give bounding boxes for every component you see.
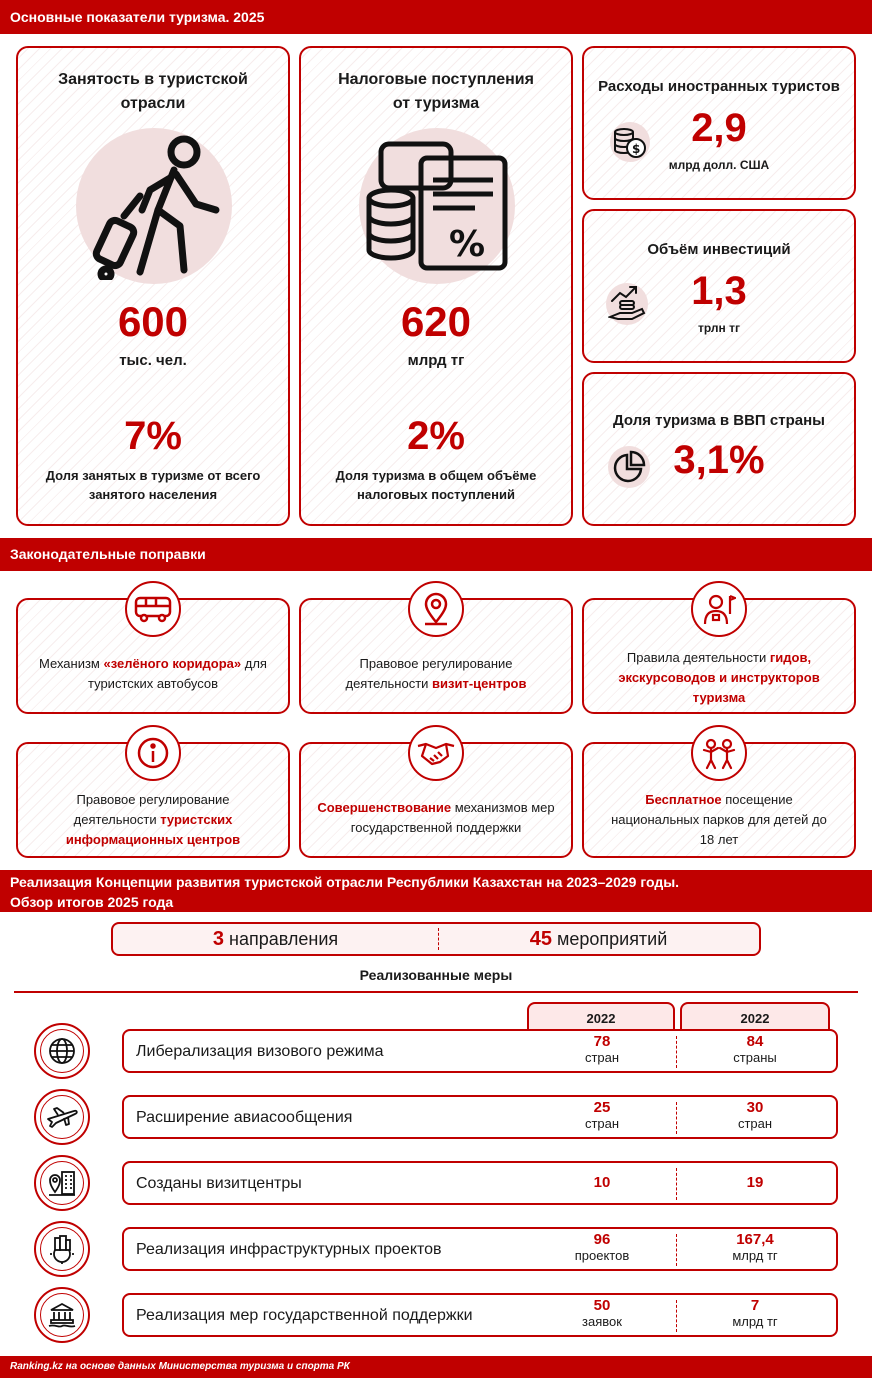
amend-text: Бесплатное посещение национальных парков… xyxy=(611,792,827,847)
government-icon xyxy=(34,1287,90,1343)
measure-value-2: 19 xyxy=(746,1174,764,1191)
measure-box: Либерализация визового режима xyxy=(122,1029,838,1073)
measure-value-1: 96 проектов xyxy=(574,1231,630,1263)
year-header-2: 2022 xyxy=(680,1002,830,1032)
amend-text: Механизм «зелёного коридора» для туристс… xyxy=(39,656,267,691)
directions-summary: 3 направления xyxy=(212,928,339,950)
value-divider xyxy=(676,1300,677,1332)
guide-icon xyxy=(691,581,747,637)
value-divider xyxy=(676,1234,677,1266)
tax-share-desc: Доля туризма в общем объёме налоговых пос… xyxy=(335,468,537,502)
location-pin-icon xyxy=(408,581,464,637)
gdp-share-title: Доля туризма в ВВП страны xyxy=(613,412,825,429)
footer-source: Ranking.kz на основе данных Министерства… xyxy=(0,1356,872,1378)
amend-text: Правовое регулирование деятельности визи… xyxy=(345,656,527,691)
investment-value: 1,3 xyxy=(691,269,747,313)
handshake-icon xyxy=(408,725,464,781)
year-header-1: 2022 xyxy=(527,1002,675,1032)
measure-value-2: 167,4 млрд тг xyxy=(732,1231,778,1263)
measure-box: Реализация мер государственной поддержки xyxy=(122,1293,838,1337)
traveler-icon xyxy=(92,135,220,280)
investment-title: Объём инвестиций xyxy=(647,241,791,258)
events-summary: 45 мероприятий xyxy=(529,928,668,950)
map-building-icon xyxy=(34,1155,90,1211)
foreign-spending-value: 2,9 xyxy=(691,106,747,150)
employment-value: 600 xyxy=(117,298,189,345)
amend-text: Правила деятельности гидов, экскурсоводо… xyxy=(618,650,820,705)
foreign-spending-title: Расходы иностранных туристов xyxy=(598,78,840,95)
employment-card: Занятость в туристской отрасли 600 тыс. ч… xyxy=(16,46,290,526)
tax-unit: млрд тг xyxy=(407,352,465,369)
tax-value: 620 xyxy=(400,298,472,345)
svg-text:$: $ xyxy=(632,142,640,156)
measure-box: Расширение авиасообщения xyxy=(122,1095,838,1139)
measure-label: Расширение авиасообщения xyxy=(136,1109,353,1126)
measure-label: Реализация инфраструктурных проектов xyxy=(136,1241,442,1258)
value-divider xyxy=(676,1168,677,1200)
pie-chart-icon xyxy=(613,450,646,483)
gdp-share-card: Доля туризма в ВВП страны 3,1% xyxy=(582,372,856,526)
bus-icon xyxy=(125,581,181,637)
investment-growth-icon xyxy=(608,286,646,320)
employment-share-desc: Доля занятых в туризме от всего занятого … xyxy=(45,468,261,502)
section-header-amendments: Законодательные поправки xyxy=(0,538,872,571)
tax-document-icon: % xyxy=(366,141,508,271)
section-header-concept: Реализация Концепции развития туристской… xyxy=(0,870,872,912)
measures-rule xyxy=(14,991,858,993)
measure-label: Реализация мер государственной поддержки xyxy=(136,1307,473,1324)
measure-box: Реализация инфраструктурных проектов xyxy=(122,1227,838,1271)
foreign-spending-unit: млрд долл. США xyxy=(668,158,770,172)
measure-label: Созданы визитцентры xyxy=(136,1175,302,1192)
employment-unit: тыс. чел. xyxy=(119,352,187,369)
tax-title: Налоговые поступления от туризма xyxy=(338,71,534,112)
globe-icon xyxy=(34,1023,90,1079)
amend-text: Совершенствование механизмов мер государ… xyxy=(317,800,555,835)
employment-title: Занятость в туристской отрасли xyxy=(58,71,248,112)
amend-card-visit-centers: Правовое регулирование деятельности визи… xyxy=(299,598,573,714)
coins-icon: $ xyxy=(614,128,646,158)
section-header-indicators: Основные показатели туризма. 2025 xyxy=(0,0,872,34)
measure-value-1: 50 заявок xyxy=(582,1297,622,1329)
measure-value-1: 10 xyxy=(593,1174,611,1191)
value-divider xyxy=(676,1036,677,1068)
measure-value-2: 30 стран xyxy=(737,1099,773,1131)
employment-share: 7% xyxy=(124,414,182,458)
measures-title: Реализованные меры xyxy=(359,967,513,983)
foreign-spending-card: Расходы иностранных туристов $ 2,9 млрд … xyxy=(582,46,856,200)
measure-box: Созданы визитцентры xyxy=(122,1161,838,1205)
summary-box: 3 направления 45 мероприятий xyxy=(111,922,761,956)
infrastructure-icon xyxy=(34,1221,90,1277)
children-icon xyxy=(691,725,747,781)
tax-card: Налоговые поступления от туризма % 620 мл… xyxy=(299,46,573,526)
tax-share: 2% xyxy=(407,414,465,458)
measure-value-1: 25 стран xyxy=(584,1099,620,1131)
airplane-icon xyxy=(34,1089,90,1145)
value-divider xyxy=(676,1102,677,1134)
info-icon xyxy=(125,725,181,781)
measure-value-1: 78 стран xyxy=(584,1033,620,1065)
measure-value-2: 7 млрд тг xyxy=(732,1297,778,1329)
measure-value-2: 84 страны xyxy=(733,1033,777,1065)
amend-text: Правовое регулирование деятельности тури… xyxy=(65,792,241,847)
investment-unit: трлн тг xyxy=(698,321,740,335)
svg-text:%: % xyxy=(449,224,485,265)
investment-card: Объём инвестиций 1,3 трлн тг xyxy=(582,209,856,363)
summary-divider xyxy=(438,928,439,950)
gdp-share-value: 3,1% xyxy=(673,438,765,482)
measure-label: Либерализация визового режима xyxy=(136,1043,384,1060)
